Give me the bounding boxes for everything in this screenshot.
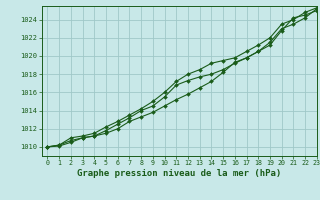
X-axis label: Graphe pression niveau de la mer (hPa): Graphe pression niveau de la mer (hPa) bbox=[77, 169, 281, 178]
